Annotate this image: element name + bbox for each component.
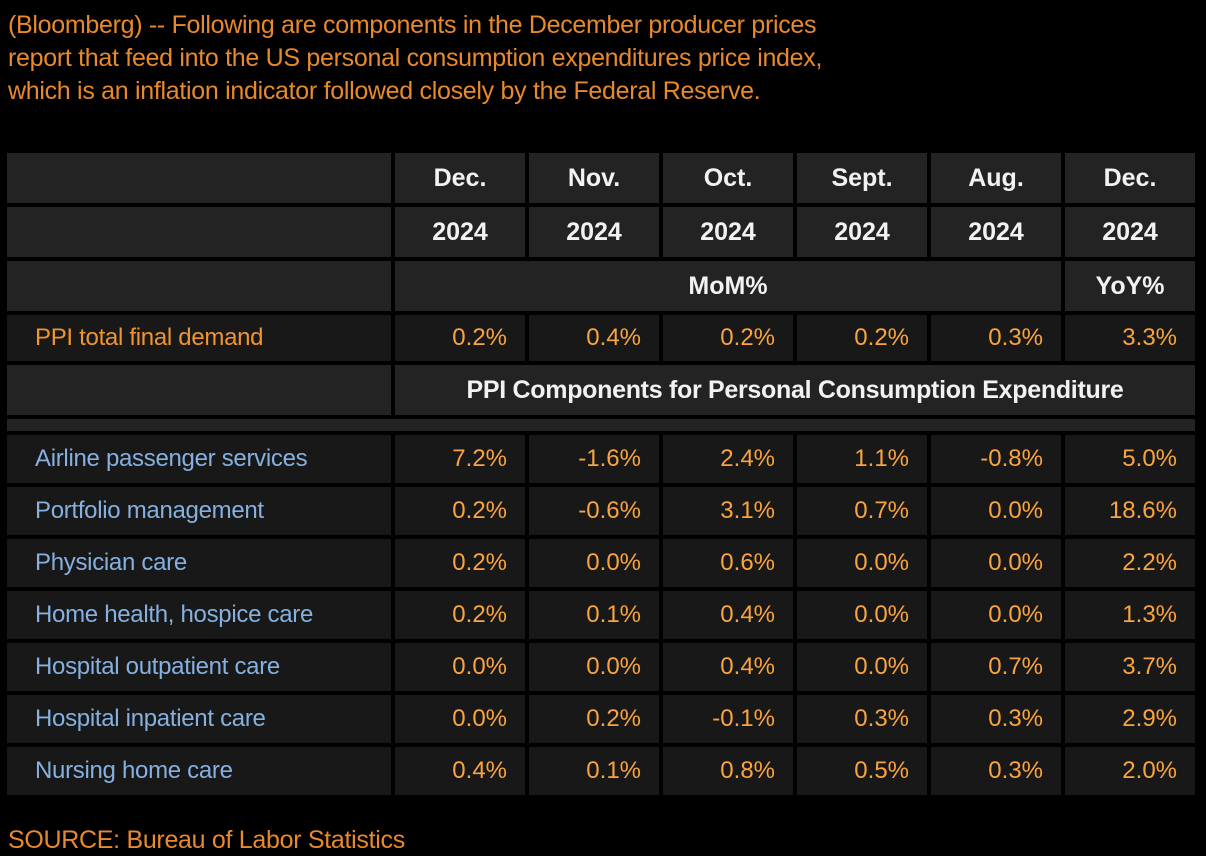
value-cell: 0.4% <box>525 311 663 365</box>
ppi-components-table: Dec. Nov. Oct. Sept. Aug. Dec. 2024 2024… <box>3 149 1199 799</box>
value-cell: 18.6% <box>1061 483 1199 539</box>
value-cell: 2.9% <box>1061 691 1199 747</box>
table-row: Hospital inpatient care 0.0% 0.2% -0.1% … <box>3 691 1199 747</box>
row-label: PPI total final demand <box>3 311 395 365</box>
source-attribution: SOURCE: Bureau of Labor Statistics <box>8 826 405 854</box>
row-label: Hospital inpatient care <box>3 691 395 747</box>
value-cell: 1.3% <box>1061 587 1199 643</box>
value-cell: 0.2% <box>659 311 797 365</box>
separator-strip <box>3 415 1199 435</box>
value-cell: 0.4% <box>659 639 797 695</box>
value-cell: 3.1% <box>659 483 797 539</box>
section-header-row: PPI Components for Personal Consumption … <box>3 361 1199 419</box>
value-cell: 0.1% <box>525 587 663 643</box>
value-cell: 0.2% <box>391 587 529 643</box>
column-header-month: Oct. <box>659 149 797 207</box>
period-header-row: MoM% YoY% <box>3 257 1199 315</box>
empty-corner-cell <box>3 361 395 419</box>
value-cell: -0.6% <box>525 483 663 539</box>
value-cell: 2.0% <box>1061 743 1199 799</box>
value-cell: 0.0% <box>793 587 931 643</box>
value-cell: 0.0% <box>525 639 663 695</box>
column-header-month: Sept. <box>793 149 931 207</box>
value-cell: 0.2% <box>525 691 663 747</box>
column-header-year: 2024 <box>793 203 931 261</box>
value-cell: -0.1% <box>659 691 797 747</box>
value-cell: 0.8% <box>659 743 797 799</box>
value-cell: 2.4% <box>659 431 797 487</box>
column-header-year: 2024 <box>1061 203 1199 261</box>
value-cell: 0.1% <box>525 743 663 799</box>
empty-corner-cell <box>3 149 395 207</box>
value-cell: 0.0% <box>927 535 1065 591</box>
row-label: Hospital outpatient care <box>3 639 395 695</box>
month-header-row: Dec. Nov. Oct. Sept. Aug. Dec. <box>3 149 1199 207</box>
intro-line-3: which is an inflation indicator followed… <box>8 77 761 105</box>
value-cell: 0.0% <box>927 483 1065 539</box>
year-header-row: 2024 2024 2024 2024 2024 2024 <box>3 203 1199 261</box>
summary-row-ppi-total: PPI total final demand 0.2% 0.4% 0.2% 0.… <box>3 311 1199 365</box>
column-header-month: Dec. <box>391 149 529 207</box>
value-cell: 0.5% <box>793 743 931 799</box>
value-cell: 0.3% <box>927 743 1065 799</box>
value-cell: 3.3% <box>1061 311 1199 365</box>
value-cell: 0.0% <box>391 639 529 695</box>
value-cell: 0.7% <box>793 483 931 539</box>
value-cell: 0.4% <box>391 743 529 799</box>
column-header-year: 2024 <box>659 203 797 261</box>
yoy-period-header: YoY% <box>1061 257 1199 315</box>
value-cell: 0.0% <box>927 587 1065 643</box>
value-cell: 1.1% <box>793 431 931 487</box>
table-row: Portfolio management 0.2% -0.6% 3.1% 0.7… <box>3 483 1199 539</box>
column-header-year: 2024 <box>391 203 529 261</box>
table-row: Home health, hospice care 0.2% 0.1% 0.4%… <box>3 587 1199 643</box>
value-cell: 0.4% <box>659 587 797 643</box>
value-cell: 0.2% <box>391 483 529 539</box>
section-header-title: PPI Components for Personal Consumption … <box>391 361 1199 419</box>
intro-paragraph: (Bloomberg) -- Following are components … <box>0 0 1206 108</box>
table-row: Airline passenger services 7.2% -1.6% 2.… <box>3 431 1199 487</box>
table-row: Physician care 0.2% 0.0% 0.6% 0.0% 0.0% … <box>3 535 1199 591</box>
column-header-month: Nov. <box>525 149 663 207</box>
table-row: Nursing home care 0.4% 0.1% 0.8% 0.5% 0.… <box>3 743 1199 799</box>
intro-line-1: (Bloomberg) -- Following are components … <box>8 11 817 39</box>
value-cell: 0.3% <box>927 311 1065 365</box>
value-cell: 5.0% <box>1061 431 1199 487</box>
column-header-year: 2024 <box>927 203 1065 261</box>
value-cell: -1.6% <box>525 431 663 487</box>
table-row: Hospital outpatient care 0.0% 0.0% 0.4% … <box>3 639 1199 695</box>
value-cell: 0.0% <box>793 639 931 695</box>
value-cell: 0.6% <box>659 535 797 591</box>
value-cell: 0.3% <box>793 691 931 747</box>
separator-row <box>3 415 1199 435</box>
value-cell: 0.0% <box>391 691 529 747</box>
mom-period-header: MoM% <box>391 257 1065 315</box>
column-header-month: Dec. <box>1061 149 1199 207</box>
value-cell: 0.2% <box>793 311 931 365</box>
value-cell: 7.2% <box>391 431 529 487</box>
value-cell: 0.2% <box>391 535 529 591</box>
column-header-year: 2024 <box>525 203 663 261</box>
value-cell: 3.7% <box>1061 639 1199 695</box>
intro-line-2: report that feed into the US personal co… <box>8 44 823 72</box>
value-cell: 0.0% <box>525 535 663 591</box>
row-label: Nursing home care <box>3 743 395 799</box>
value-cell: 2.2% <box>1061 535 1199 591</box>
row-label: Physician care <box>3 535 395 591</box>
value-cell: -0.8% <box>927 431 1065 487</box>
column-header-month: Aug. <box>927 149 1065 207</box>
value-cell: 0.2% <box>391 311 529 365</box>
value-cell: 0.7% <box>927 639 1065 695</box>
row-label: Home health, hospice care <box>3 587 395 643</box>
row-label: Airline passenger services <box>3 431 395 487</box>
empty-corner-cell <box>3 257 395 315</box>
value-cell: 0.3% <box>927 691 1065 747</box>
value-cell: 0.0% <box>793 535 931 591</box>
row-label: Portfolio management <box>3 483 395 539</box>
empty-corner-cell <box>3 203 395 261</box>
